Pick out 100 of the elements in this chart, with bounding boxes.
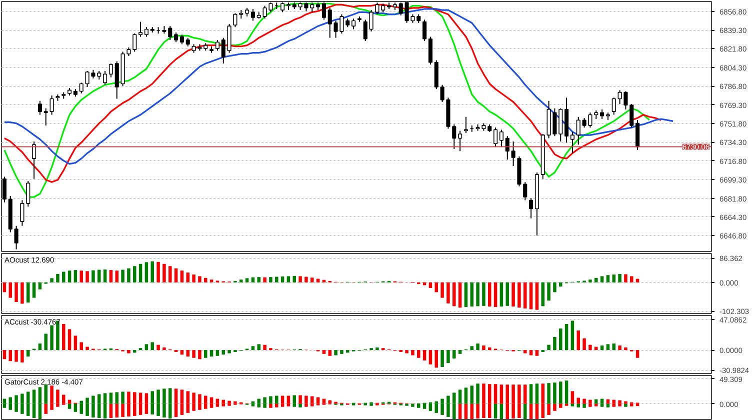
bar [251, 346, 255, 350]
bar [127, 268, 130, 282]
bar [50, 325, 54, 350]
bar [62, 272, 66, 282]
bar [588, 404, 592, 407]
bar [292, 276, 296, 282]
bar [417, 404, 420, 408]
candlestick [44, 108, 48, 126]
bar [470, 282, 474, 306]
bar [624, 401, 628, 404]
bar [630, 404, 634, 406]
candlestick [363, 19, 368, 42]
bar [138, 264, 142, 282]
candlestick [505, 136, 510, 160]
bar [44, 404, 48, 414]
bar [559, 382, 562, 404]
bar [20, 350, 24, 362]
bar [547, 404, 550, 415]
candlestick [600, 108, 604, 120]
bar [612, 344, 616, 350]
bar [168, 266, 172, 282]
bar [133, 350, 136, 353]
bar [2, 398, 6, 404]
bar [251, 277, 255, 282]
bar [458, 404, 462, 419]
bar [518, 282, 521, 308]
bar [636, 350, 640, 358]
bar [524, 384, 527, 404]
bar [334, 350, 338, 356]
bar [606, 275, 610, 282]
bar [535, 282, 539, 310]
bar [98, 270, 101, 282]
bar [228, 400, 231, 404]
bar [470, 404, 474, 419]
bar [470, 346, 474, 350]
bar [434, 350, 438, 368]
bar [446, 282, 450, 304]
candlestick [369, 10, 374, 32]
bar [20, 282, 24, 304]
candlestick [328, 7, 332, 38]
bar [588, 400, 592, 404]
bar [594, 399, 598, 404]
bar [115, 404, 118, 418]
bar [376, 347, 379, 350]
bar [464, 282, 468, 308]
bar [606, 399, 610, 404]
bar [38, 344, 42, 350]
candlestick [398, 2, 403, 16]
bar [26, 350, 30, 357]
bar [121, 392, 124, 404]
bar [92, 270, 95, 282]
bar [280, 276, 284, 282]
bar [570, 320, 574, 350]
bar [80, 404, 83, 414]
candlestick [570, 131, 574, 154]
bar [316, 397, 320, 404]
bar [594, 404, 598, 406]
bar [346, 350, 350, 353]
bar [38, 282, 42, 290]
candlestick [215, 39, 220, 52]
bar [612, 274, 616, 282]
bar [529, 282, 533, 310]
bar [570, 391, 574, 404]
bar [606, 404, 610, 408]
bar [192, 274, 196, 282]
candlestick [180, 34, 184, 45]
candlestick [221, 37, 226, 64]
bar [494, 282, 498, 308]
bar [494, 384, 498, 404]
bar [588, 344, 592, 350]
bar [304, 396, 308, 404]
bar [440, 282, 444, 298]
bar [524, 350, 527, 354]
bar [74, 404, 78, 412]
candlestick [422, 19, 427, 42]
bar [559, 328, 562, 350]
bar [292, 395, 296, 404]
bar [541, 282, 544, 306]
bar [618, 404, 622, 406]
bar [624, 347, 628, 350]
bar [269, 404, 272, 408]
bar [600, 345, 604, 350]
bar [222, 400, 225, 404]
bar [210, 350, 214, 357]
bar [115, 270, 118, 282]
candlestick [138, 21, 143, 38]
bar [2, 350, 6, 360]
bar [121, 404, 124, 417]
bar [564, 380, 568, 404]
candlestick [428, 36, 432, 66]
bar [428, 282, 432, 288]
bar [411, 350, 414, 356]
bar [150, 342, 154, 350]
bar [257, 398, 260, 404]
bar [14, 350, 18, 362]
bar [286, 396, 290, 404]
bar [458, 282, 462, 308]
bar [618, 345, 622, 350]
candlestick [38, 100, 42, 116]
bar [228, 350, 231, 354]
